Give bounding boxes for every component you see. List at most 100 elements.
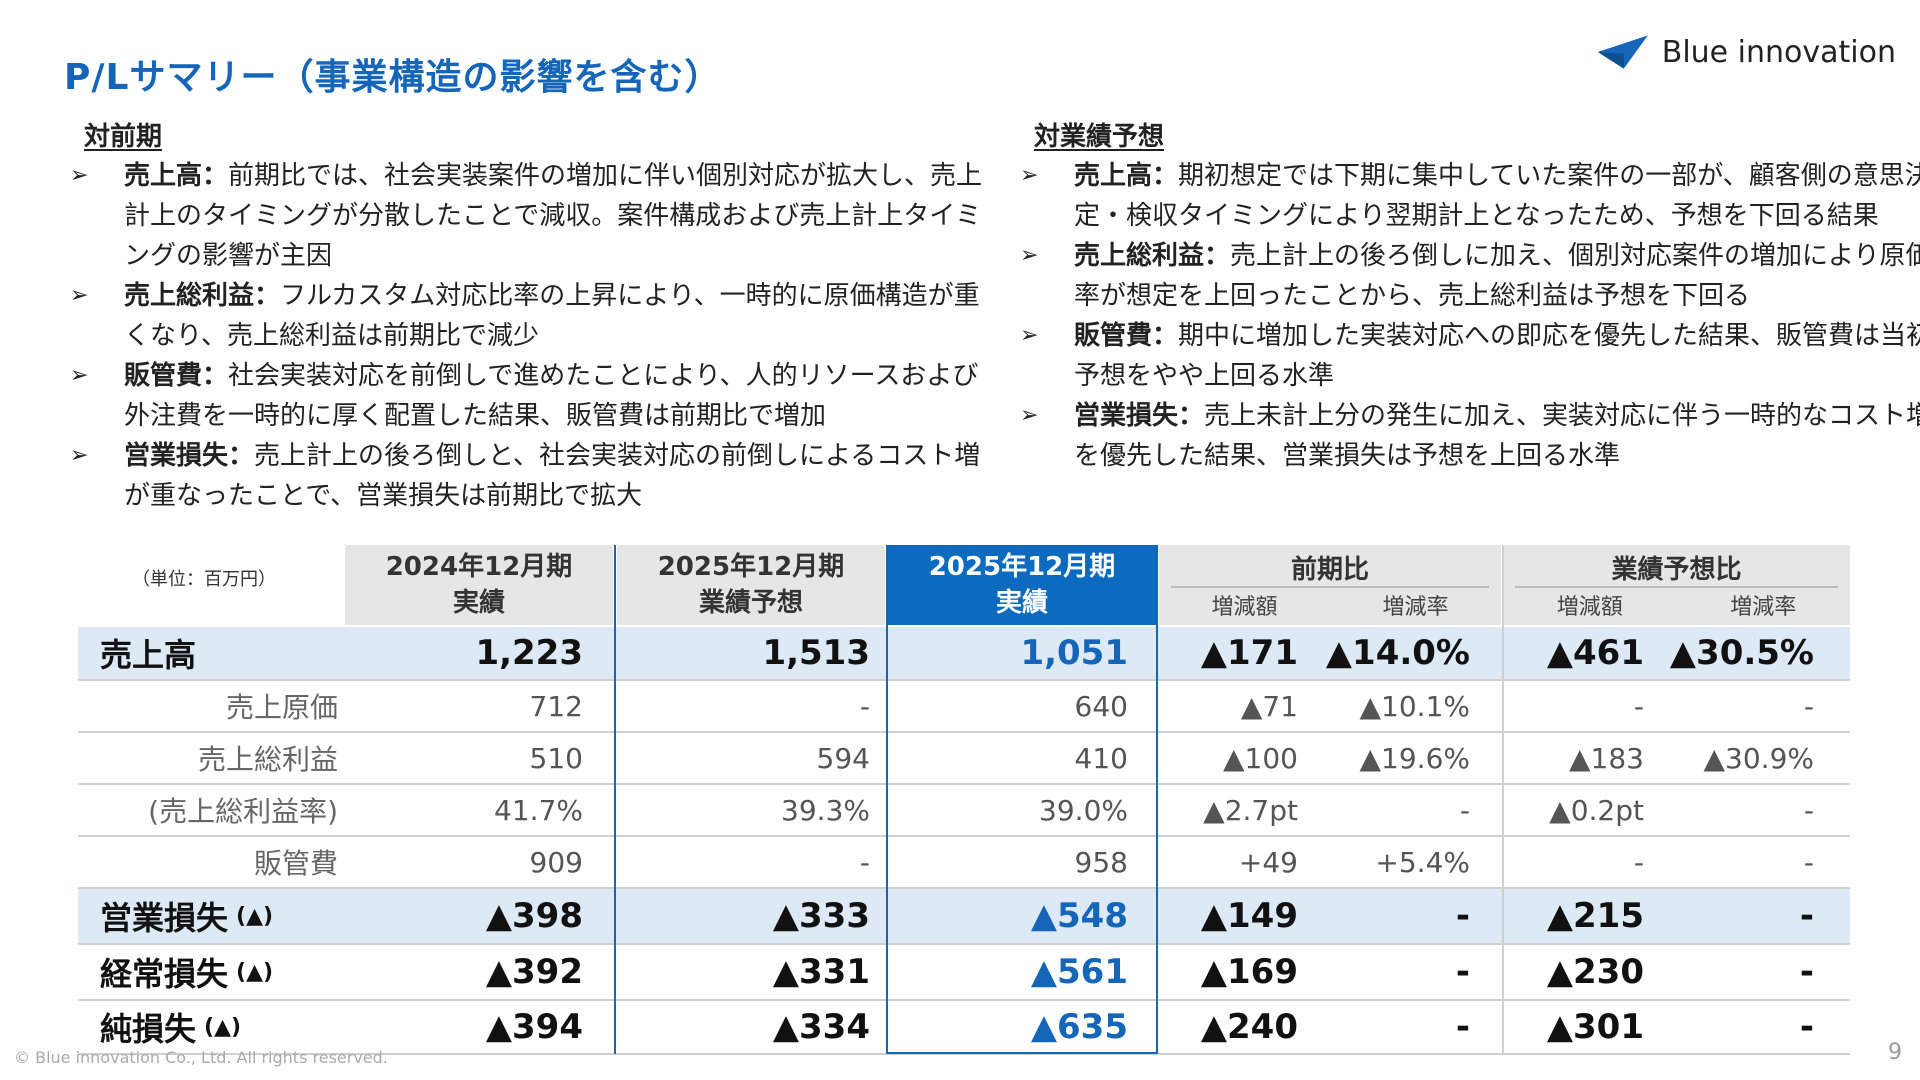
cell-yoy-change-rate: +5.4% <box>1375 845 1470 879</box>
list-item: ➢ 売上高：前期比では、社会実装案件の増加に伴い個別対応が拡大し、売上計上のタイミ… <box>66 156 996 276</box>
bullet-text: フルカスタム対応比率の上昇により、一時的に原価構造が重くなり、売上総利益は前期比… <box>124 281 980 351</box>
row-label-text: 経常損失 <box>100 955 229 993</box>
cell-vs-forecast-change-amount: ▲461 <box>1546 633 1644 673</box>
cell-yoy-change-amount: ▲169 <box>1200 952 1298 992</box>
cell-fy2025-actual: ▲561 <box>1030 952 1128 992</box>
arrow-bullet-icon: ➢ <box>70 283 89 308</box>
cell-yoy-change-rate: ▲19.6% <box>1359 741 1470 775</box>
table-row: 営業損失 (▲) ▲398 ▲333 ▲548 ▲149 - ▲215 - <box>78 889 1850 945</box>
cell-fy2024-actual: 909 <box>529 845 583 879</box>
header-fy2025-actual: 2025年12月期 実績 <box>887 545 1157 625</box>
cell-yoy-change-amount: ▲100 <box>1223 741 1298 775</box>
cell-yoy-change-rate: ▲14.0% <box>1325 633 1470 673</box>
cell-vs-forecast-change-rate: - <box>1799 952 1814 992</box>
bullet-label: 営業損失： <box>1074 401 1205 431</box>
cell-yoy-change-amount: ▲149 <box>1200 896 1298 936</box>
cell-vs-forecast-change-amount: ▲215 <box>1546 896 1644 936</box>
bullet-label: 売上高： <box>124 161 229 191</box>
bullet-label: 売上総利益： <box>124 281 281 311</box>
negative-mark-note: (▲) <box>204 1014 242 1040</box>
bullet-text: 期中に増加した実装対応への即応を優先した結果、販管費は当初予想をやや上回る水準 <box>1074 321 1920 391</box>
cell-yoy-change-rate: - <box>1455 896 1470 936</box>
cell-fy2024-actual: ▲398 <box>485 896 583 936</box>
cell-fy2025-actual: ▲548 <box>1030 896 1128 936</box>
cell-fy2025-forecast: - <box>859 845 870 879</box>
cell-vs-forecast-change-amount: ▲301 <box>1546 1007 1644 1047</box>
cell-vs-forecast-change-rate: - <box>1799 1007 1814 1047</box>
cell-yoy-change-rate: - <box>1455 1007 1470 1047</box>
bullet-label: 売上総利益： <box>1074 241 1231 271</box>
bullet-text: 売上未計上分の発生に加え、実装対応に伴う一時的なコスト増を優先した結果、営業損失… <box>1074 401 1920 471</box>
table-unit-label: （単位：百万円） <box>132 569 276 590</box>
cell-yoy-change-rate: ▲10.1% <box>1359 689 1470 723</box>
cell-vs-forecast-change-amount: - <box>1633 689 1644 723</box>
table-row: 経常損失 (▲) ▲392 ▲331 ▲561 ▲169 - ▲230 - <box>78 945 1850 1001</box>
yoy-heading: 対前期 <box>84 122 163 152</box>
table-header: 2024年12月期 実績 2025年12月期 業績予想 2025年12月期 実績… <box>0 545 1920 625</box>
header-line: 実績 <box>995 588 1048 618</box>
cell-fy2025-actual: 958 <box>1074 845 1128 879</box>
cell-fy2025-forecast: ▲331 <box>772 952 870 992</box>
yoy-comparison-section: 対前期 ➢ 売上高：前期比では、社会実装案件の増加に伴い個別対応が拡大し、売上計上… <box>66 118 996 516</box>
cell-fy2025-actual: ▲635 <box>1030 1007 1128 1047</box>
column-divider <box>1502 545 1504 1054</box>
table-row: (売上総利益率) 41.7% 39.3% 39.0% ▲2.7pt - ▲0.2pt - <box>78 785 1850 837</box>
group-divider <box>1171 586 1489 588</box>
cell-vs-forecast-change-rate: - <box>1803 845 1814 879</box>
list-item: ➢ 販管費：期中に増加した実装対応への即応を優先した結果、販管費は当初予想をやや上… <box>1016 316 1920 396</box>
arrow-bullet-icon: ➢ <box>1020 403 1039 428</box>
cell-yoy-change-amount: ▲240 <box>1200 1007 1298 1047</box>
group-title: 業績予想比 <box>1611 555 1742 585</box>
group-divider <box>1515 586 1838 588</box>
list-item: ➢ 売上高：期初想定では下期に集中していた案件の一部が、顧客側の意思決定・検収タイ… <box>1016 156 1920 236</box>
cell-fy2025-forecast: ▲334 <box>772 1007 870 1047</box>
table-row: 売上原価 712 - 640 ▲71 ▲10.1% - - <box>78 681 1850 733</box>
cell-vs-forecast-change-rate: ▲30.9% <box>1703 741 1814 775</box>
bullet-label: 販管費： <box>124 361 229 391</box>
cell-fy2025-forecast: ▲333 <box>772 896 870 936</box>
sub-header-change-rate: 増減率 <box>1730 595 1797 620</box>
vs-forecast-bullet-list: ➢ 売上高：期初想定では下期に集中していた案件の一部が、顧客側の意思決定・検収タイ… <box>1016 156 1920 476</box>
row-label-text: 営業損失 <box>100 899 229 937</box>
header-line: 実績 <box>452 588 505 618</box>
row-label-text: 売上高 <box>100 636 197 674</box>
table-row: 売上高 1,223 1,513 1,051 ▲171 ▲14.0% ▲461 ▲30.5% <box>78 627 1850 681</box>
group-title: 前期比 <box>1290 555 1369 585</box>
cell-vs-forecast-change-amount: - <box>1633 845 1644 879</box>
cell-yoy-change-rate: - <box>1455 952 1470 992</box>
page-number: 9 <box>1888 1040 1902 1065</box>
column-divider <box>614 545 616 1054</box>
cell-yoy-change-amount: ▲71 <box>1240 689 1298 723</box>
copyright-footer: © Blue innovation Co., Ltd. All rights r… <box>14 1048 388 1067</box>
vs-forecast-section: 対業績予想 ➢ 売上高：期初想定では下期に集中していた案件の一部が、顧客側の意思決… <box>1016 118 1920 476</box>
row-label: 営業損失 (▲) <box>100 889 273 943</box>
cell-vs-forecast-change-amount: ▲183 <box>1569 741 1644 775</box>
cell-vs-forecast-change-amount: ▲230 <box>1546 952 1644 992</box>
header-line: 業績予想 <box>698 588 803 618</box>
cell-yoy-change-amount: +49 <box>1238 845 1298 879</box>
header-fy2024-actual: 2024年12月期 実績 <box>345 545 613 625</box>
row-label: 売上原価 <box>78 681 338 731</box>
table-row: 販管費 909 - 958 +49 +5.4% - - <box>78 837 1850 889</box>
cell-fy2024-actual: 41.7% <box>494 793 583 827</box>
company-logo: Blue innovation <box>1596 30 1896 74</box>
list-item: ➢ 売上総利益：フルカスタム対応比率の上昇により、一時的に原価構造が重くなり、売上… <box>66 276 996 356</box>
header-fy2025-forecast: 2025年12月期 業績予想 <box>617 545 885 625</box>
yoy-bullet-list: ➢ 売上高：前期比では、社会実装案件の増加に伴い個別対応が拡大し、売上計上のタイミ… <box>66 156 996 516</box>
bullet-label: 販管費： <box>1074 321 1179 351</box>
sub-header-change-amount: 増減額 <box>1211 595 1278 620</box>
blue-triangle-logo-icon <box>1597 35 1648 69</box>
page-title: P/Lサマリー（事業構造の影響を含む） <box>64 57 722 98</box>
list-item: ➢ 販管費：社会実装対応を前倒しで進めたことにより、人的リソースおよび外注費を一時… <box>66 356 996 436</box>
negative-mark-note: (▲) <box>236 903 274 929</box>
arrow-bullet-icon: ➢ <box>1020 163 1039 188</box>
cell-vs-forecast-change-rate: ▲30.5% <box>1669 633 1814 673</box>
sub-header-change-rate: 増減率 <box>1382 595 1449 620</box>
negative-mark-note: (▲) <box>236 959 274 985</box>
cell-yoy-change-amount: ▲171 <box>1200 633 1298 673</box>
arrow-bullet-icon: ➢ <box>70 443 89 468</box>
cell-fy2024-actual: 712 <box>529 689 583 723</box>
cell-fy2024-actual: 1,223 <box>475 633 583 673</box>
cell-fy2024-actual: ▲392 <box>485 952 583 992</box>
row-label: 販管費 <box>78 837 338 887</box>
